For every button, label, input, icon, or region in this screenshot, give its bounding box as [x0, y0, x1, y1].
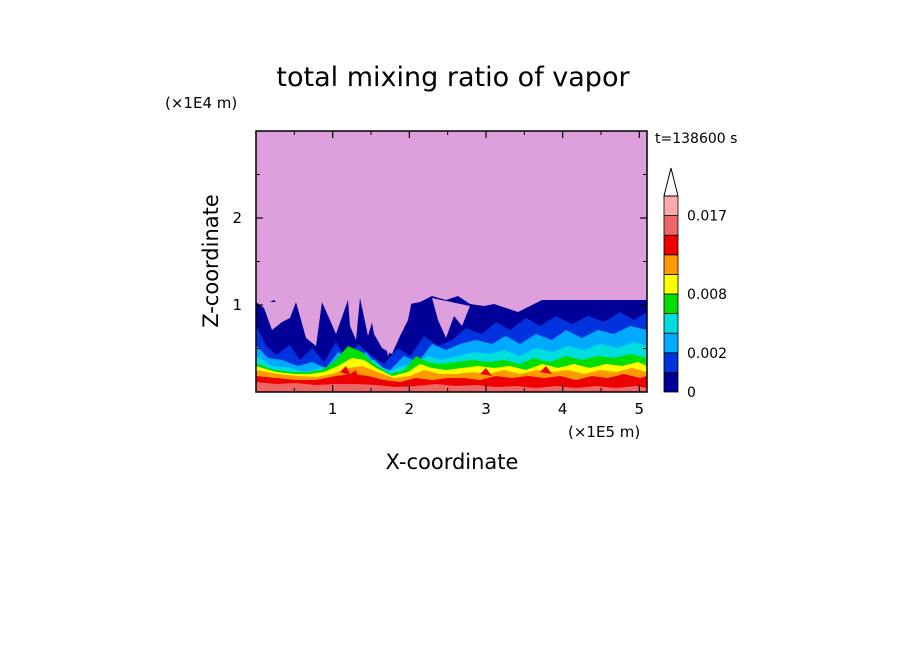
colorbar: 0.017 0.008 0.002 0 [663, 167, 727, 401]
colorbar-label: 0 [687, 385, 696, 401]
band-pink [256, 382, 647, 392]
colorbar-segment [663, 273, 679, 295]
contour-field [256, 131, 647, 392]
upper-intrusion [368, 300, 412, 354]
colorbar-segment [663, 313, 679, 334]
y-tick-label: 1 [232, 296, 242, 314]
colorbar-segment [663, 254, 679, 275]
y-unit-label: (×1E4 m) [165, 94, 237, 112]
colorbar-segment [663, 293, 679, 315]
upper-intrusion [348, 298, 360, 340]
upper-intrusion [432, 298, 470, 338]
time-label: t=138600 s [655, 131, 737, 147]
axis-ticks: 1 2 3 4 5 1 2 [232, 131, 647, 418]
colorbar-segment [663, 352, 679, 373]
colorbar-segment [663, 215, 679, 236]
x-tick-label: 2 [405, 400, 415, 418]
x-tick-label: 1 [328, 400, 338, 418]
x-tick-label: 4 [558, 400, 568, 418]
y-tick-label: 2 [232, 209, 242, 227]
colorbar-label: 0.002 [687, 346, 727, 362]
x-unit-label: (×1E5 m) [568, 423, 640, 441]
upper-intrusion [296, 302, 322, 346]
colorbar-segment [663, 332, 679, 354]
colorbar-segment [663, 195, 679, 217]
colorbar-extension [663, 167, 679, 197]
y-axis-label: Z-coordinate [199, 194, 223, 328]
x-axis-label: X-coordinate [386, 450, 519, 474]
chart-title: total mixing ratio of vapor [276, 62, 630, 93]
colorbar-label: 0.017 [687, 209, 727, 225]
colorbar-segment [663, 234, 679, 256]
colorbar-label: 0.008 [687, 287, 727, 303]
colorbar-segment [663, 371, 679, 393]
x-tick-label: 3 [481, 400, 491, 418]
x-tick-label: 5 [635, 400, 645, 418]
upper-intrusion [256, 302, 296, 330]
